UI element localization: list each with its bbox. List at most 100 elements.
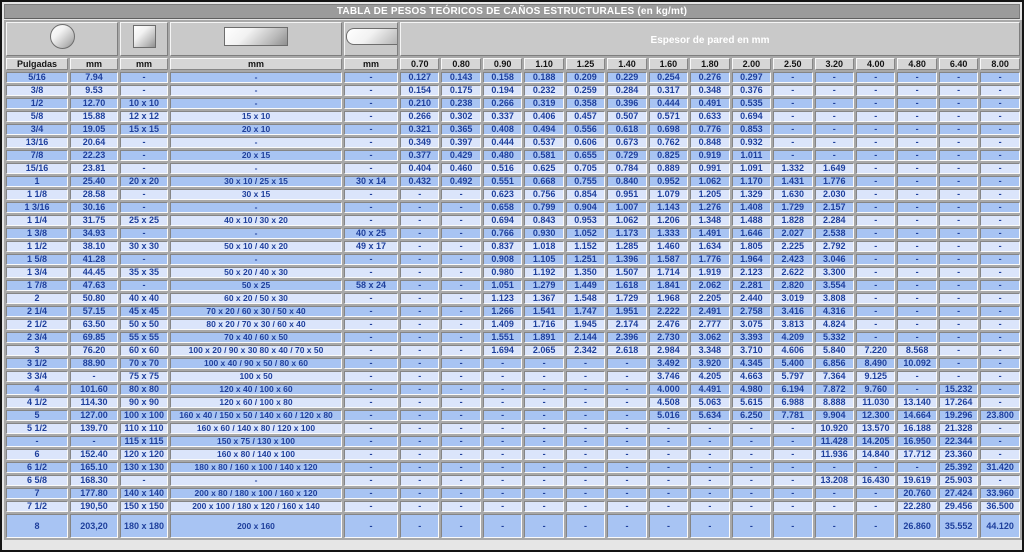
table-cell: 1.507 <box>607 267 647 278</box>
table-cell: 25 x 25 <box>120 215 168 226</box>
table-cell: - <box>607 449 647 460</box>
table-cell: - <box>897 163 937 174</box>
table-cell: 1.350 <box>565 267 606 278</box>
table-cell: - <box>938 176 979 187</box>
table-cell: - <box>690 488 730 499</box>
table-cell: 9.125 <box>855 371 896 382</box>
table-cell: 40 x 40 <box>120 293 168 304</box>
table-cell: 160 x 80 / 140 x 100 <box>170 449 342 460</box>
table-cell: 35 x 35 <box>120 267 168 278</box>
table-cell: - <box>120 280 168 291</box>
table-cell: 0.625 <box>524 163 564 174</box>
table-cell: - <box>938 98 979 109</box>
table-cell: 63.50 <box>70 319 118 330</box>
table-cell: - <box>400 215 440 226</box>
table-cell: - <box>120 150 168 161</box>
table-cell: 150 x 75 / 130 x 100 <box>170 436 342 447</box>
table-cell: 0.317 <box>648 85 689 96</box>
table-cell: 114.30 <box>70 397 118 408</box>
cell-pulgadas: 8 <box>6 514 68 538</box>
table-cell: 19.296 <box>938 410 979 421</box>
table-cell: - <box>980 449 1020 460</box>
table-cell: 0.491 <box>690 98 730 109</box>
table-cell: - <box>565 462 606 473</box>
table-cell: 0.444 <box>482 137 523 148</box>
column-header-row: Pulgadas mm mm mm mm 0.70 0.80 0.90 1.10 1.25 1.40… <box>6 58 1020 70</box>
table-cell: - <box>344 371 398 382</box>
table-cell: - <box>400 345 440 356</box>
table-cell: 55 x 55 <box>120 332 168 343</box>
table-cell: - <box>938 345 979 356</box>
table-cell: - <box>980 98 1020 109</box>
table-cell: - <box>170 85 342 96</box>
table-cell: 0.581 <box>524 150 564 161</box>
table-row: 6 1/2 165.10 130 x 130 180 x 80 / 160 x 100… <box>6 462 1020 473</box>
table-cell: - <box>938 332 979 343</box>
table-cell: - <box>607 358 647 369</box>
table-cell: 50 x 10 / 40 x 20 <box>170 241 342 252</box>
table-cell: - <box>400 449 440 460</box>
table-cell: - <box>441 397 481 408</box>
table-cell: 1.348 <box>690 215 730 226</box>
table-cell: - <box>938 111 979 122</box>
table-cell: - <box>120 85 168 96</box>
table-cell: - <box>400 306 440 317</box>
table-cell: - <box>344 384 398 395</box>
table-cell: - <box>938 85 979 96</box>
table-cell: - <box>897 98 937 109</box>
table-cell: - <box>441 462 481 473</box>
column-header: 6.40 <box>938 58 979 70</box>
table-cell: - <box>814 137 854 148</box>
table-cell: - <box>344 85 398 96</box>
table-cell: 22.280 <box>897 501 937 512</box>
table-cell: - <box>980 319 1020 330</box>
table-cell: - <box>441 384 481 395</box>
table-cell: - <box>855 202 896 213</box>
table-cell: 13.208 <box>814 475 854 486</box>
table-cell: 1.618 <box>607 280 647 291</box>
table-cell: 0.444 <box>648 98 689 109</box>
table-cell: - <box>980 254 1020 265</box>
table-cell: - <box>400 436 440 447</box>
table-cell: 3.808 <box>814 293 854 304</box>
column-header: 1.10 <box>524 58 564 70</box>
table-cell: 2.284 <box>814 215 854 226</box>
table-cell: 1.841 <box>648 280 689 291</box>
table-cell: 0.460 <box>441 163 481 174</box>
table-cell: - <box>855 280 896 291</box>
cell-pulgadas: 2 1/2 <box>6 319 68 330</box>
table-cell: 0.297 <box>731 72 772 83</box>
table-cell: 0.337 <box>482 111 523 122</box>
cell-pulgadas: 3 1/2 <box>6 358 68 369</box>
table-cell: - <box>648 514 689 538</box>
table-cell: - <box>400 189 440 200</box>
table-cell: - <box>897 293 937 304</box>
table-cell: 0.698 <box>648 124 689 135</box>
table-cell: - <box>400 293 440 304</box>
table-cell: - <box>855 306 896 317</box>
table-cell: - <box>855 124 896 135</box>
cell-pulgadas: 2 1/4 <box>6 306 68 317</box>
table-cell: - <box>482 449 523 460</box>
table-cell: - <box>855 241 896 252</box>
table-cell: - <box>482 475 523 486</box>
table-cell: 1.805 <box>731 241 772 252</box>
table-cell: - <box>648 436 689 447</box>
table-cell: 150 x 150 <box>120 501 168 512</box>
column-header: 1.80 <box>690 58 730 70</box>
table-cell: 0.492 <box>441 176 481 187</box>
table-cell: 3.492 <box>648 358 689 369</box>
table-cell: - <box>482 501 523 512</box>
table-cell: 30 x 14 <box>344 176 398 187</box>
table-cell: 0.365 <box>441 124 481 135</box>
cell-pulgadas: 3/8 <box>6 85 68 96</box>
table-cell: 1.714 <box>648 267 689 278</box>
table-cell: - <box>648 475 689 486</box>
table-cell: 1.205 <box>690 189 730 200</box>
table-cell: - <box>938 215 979 226</box>
table-cell: 9.904 <box>814 410 854 421</box>
table-cell: 7.781 <box>773 410 813 421</box>
table-cell: 60 x 60 <box>120 345 168 356</box>
table-cell: 101.60 <box>70 384 118 395</box>
table-cell: 0.376 <box>731 85 772 96</box>
